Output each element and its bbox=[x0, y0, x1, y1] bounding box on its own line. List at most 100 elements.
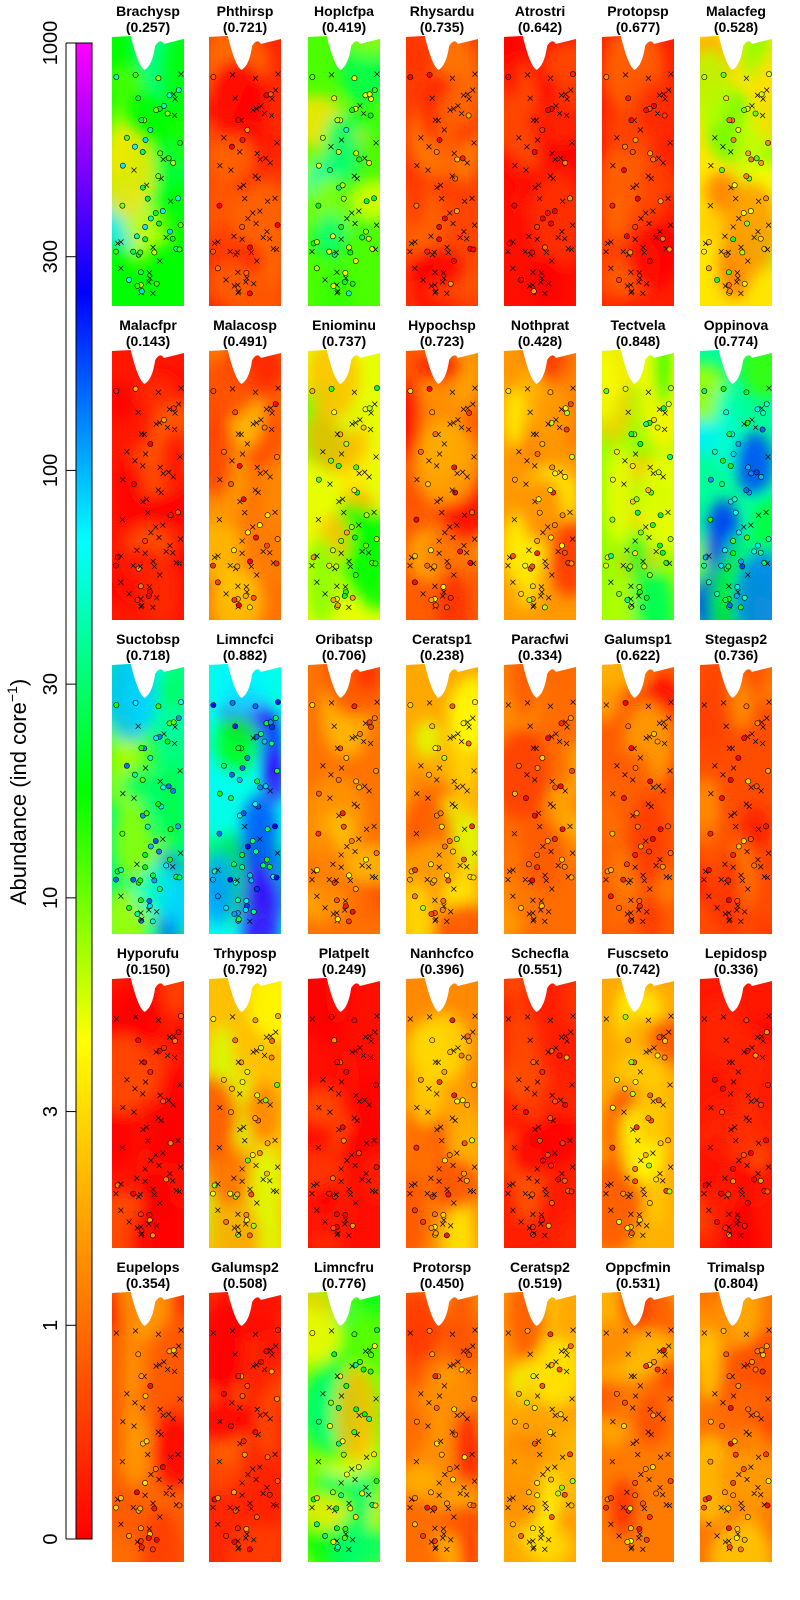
sample-absence-mark bbox=[542, 290, 548, 297]
sample-absence-mark bbox=[557, 1097, 564, 1104]
sample-presence-point bbox=[166, 92, 173, 99]
sample-absence-mark bbox=[142, 1166, 148, 1172]
sample-absence-mark bbox=[229, 72, 236, 78]
sample-absence-mark bbox=[254, 1200, 260, 1206]
sample-absence-mark bbox=[432, 1545, 438, 1552]
surface-patch bbox=[602, 350, 619, 424]
surface-patch bbox=[734, 432, 772, 495]
sample-presence-point bbox=[645, 1115, 652, 1122]
surface-patch bbox=[209, 359, 257, 420]
sample-absence-mark bbox=[356, 208, 362, 214]
sample-absence-mark bbox=[563, 1368, 570, 1375]
surface-patch bbox=[525, 101, 576, 145]
sample-presence-point bbox=[427, 861, 434, 868]
sample-absence-mark bbox=[231, 233, 237, 240]
sample-absence-mark bbox=[354, 175, 360, 182]
sample-presence-point bbox=[720, 1327, 727, 1334]
sample-absence-mark bbox=[624, 1489, 630, 1496]
sample-presence-point bbox=[346, 872, 352, 879]
sample-presence-point bbox=[760, 410, 766, 416]
sample-absence-mark bbox=[150, 1500, 156, 1507]
sample-presence-point bbox=[146, 903, 153, 909]
sample-absence-mark bbox=[240, 182, 247, 189]
sample-absence-mark bbox=[352, 734, 359, 740]
sample-presence-point bbox=[548, 1476, 554, 1483]
sample-presence-point bbox=[135, 1037, 142, 1044]
sample-absence-mark bbox=[274, 1164, 281, 1170]
sample-presence-point bbox=[702, 554, 709, 561]
sample-presence-point bbox=[338, 1492, 345, 1499]
sample-absence-mark bbox=[253, 220, 259, 227]
sample-absence-mark bbox=[142, 550, 148, 556]
sample-absence-mark bbox=[309, 1016, 316, 1022]
sample-presence-point bbox=[429, 409, 436, 416]
species-panel: Hypochsp(0.723) bbox=[406, 317, 478, 620]
sample-presence-point bbox=[432, 1373, 439, 1380]
sample-absence-mark bbox=[138, 1231, 144, 1238]
sample-absence-mark bbox=[643, 838, 649, 844]
sample-presence-point bbox=[142, 1480, 149, 1486]
sample-absence-mark bbox=[437, 1438, 444, 1445]
sample-presence-point bbox=[744, 419, 751, 426]
sample-absence-mark bbox=[156, 420, 163, 426]
sample-presence-point bbox=[646, 258, 653, 264]
sample-absence-mark bbox=[765, 454, 771, 460]
sample-presence-point bbox=[176, 874, 183, 881]
colorbar-tick-label: 300 bbox=[40, 240, 62, 273]
sample-presence-point bbox=[511, 790, 518, 797]
sample-presence-point bbox=[268, 740, 275, 747]
sample-absence-mark bbox=[148, 529, 154, 536]
sample-absence-mark bbox=[155, 389, 162, 396]
sample-absence-mark bbox=[173, 560, 180, 566]
sample-absence-mark bbox=[424, 1190, 430, 1197]
sample-absence-mark bbox=[425, 1423, 431, 1429]
sample-presence-point bbox=[702, 1182, 709, 1189]
sample-presence-point bbox=[152, 838, 159, 844]
sample-absence-mark bbox=[178, 71, 184, 77]
sample-presence-point bbox=[753, 469, 760, 476]
sample-presence-point bbox=[429, 723, 436, 730]
species-panel: Suctobsp(0.718) bbox=[112, 631, 184, 934]
sample-absence-mark bbox=[563, 112, 570, 119]
sample-presence-point bbox=[331, 1351, 338, 1358]
sample-absence-mark bbox=[334, 1231, 340, 1238]
sample-presence-point bbox=[752, 110, 759, 117]
sample-absence-mark bbox=[765, 222, 772, 228]
sample-presence-point bbox=[138, 117, 145, 124]
surface-patch bbox=[128, 664, 155, 735]
sample-absence-mark bbox=[241, 195, 248, 202]
sample-presence-point bbox=[313, 265, 320, 272]
sample-presence-point bbox=[330, 1225, 337, 1231]
sample-absence-mark bbox=[748, 1464, 754, 1470]
sample-absence-mark bbox=[524, 72, 531, 78]
sample-absence-mark bbox=[471, 1164, 478, 1170]
sample-presence-point bbox=[706, 1495, 712, 1501]
sample-presence-point bbox=[629, 1091, 636, 1097]
sample-absence-mark bbox=[510, 1181, 516, 1187]
sample-presence-point bbox=[758, 474, 765, 480]
sample-absence-mark bbox=[262, 155, 269, 162]
sample-presence-point bbox=[155, 75, 162, 82]
sample-presence-point bbox=[153, 280, 160, 287]
sample-absence-mark bbox=[118, 1207, 124, 1214]
sample-absence-mark bbox=[467, 1188, 474, 1194]
sample-absence-mark bbox=[120, 1418, 126, 1425]
sample-presence-point bbox=[314, 867, 320, 873]
sample-presence-point bbox=[719, 167, 725, 173]
sample-presence-point bbox=[740, 1152, 747, 1158]
sample-absence-mark bbox=[562, 788, 568, 794]
sample-absence-mark bbox=[320, 1077, 326, 1083]
sample-absence-mark bbox=[172, 410, 178, 416]
interpolated-surface bbox=[209, 664, 281, 934]
sample-presence-point bbox=[244, 127, 251, 133]
interpolated-surface bbox=[504, 664, 576, 934]
sample-presence-point bbox=[727, 463, 734, 469]
sample-absence-mark bbox=[242, 1535, 249, 1541]
sample-absence-mark bbox=[418, 763, 424, 769]
sample-presence-point bbox=[472, 699, 478, 705]
sample-presence-point bbox=[551, 836, 558, 842]
sample-absence-mark bbox=[170, 474, 176, 480]
sample-presence-point bbox=[351, 1017, 358, 1024]
sample-presence-point bbox=[315, 476, 322, 483]
sample-absence-mark bbox=[451, 1200, 457, 1206]
